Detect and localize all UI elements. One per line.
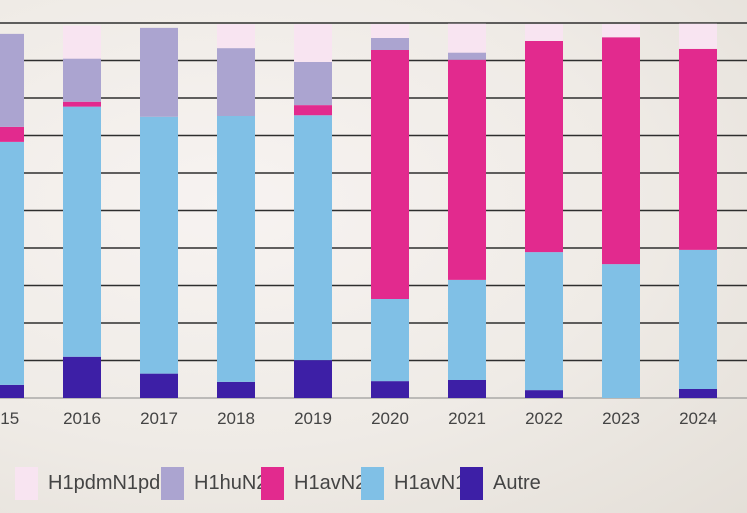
bar-segment-h1avn1-2020 <box>371 299 409 382</box>
bar-segment-h1pdmn1pdm-2019 <box>294 24 332 62</box>
bar-segment-h1avn1-2018 <box>217 116 255 382</box>
legend-item-h1avn1: H1avN1 <box>361 466 466 500</box>
bar-segment-h1avn2-2021 <box>448 59 486 280</box>
legend-swatch <box>15 466 38 500</box>
x-tick-label: 2016 <box>63 409 101 428</box>
bar-segment-h1avn2-2024 <box>679 48 717 250</box>
bar-segment-h1avn2-2022 <box>525 41 563 253</box>
bar-segment-h1avn1-2016 <box>63 106 101 357</box>
legend-label: H1huN2 <box>194 471 268 494</box>
legend-swatch <box>361 466 384 500</box>
x-tick-label: 2024 <box>679 409 717 428</box>
bar-segment-h1avn2-2016 <box>63 101 101 107</box>
x-tick-label: 2023 <box>602 409 640 428</box>
legend-swatch <box>261 466 284 500</box>
bar-segment-h1hun2-2021 <box>448 52 486 60</box>
bar-segment-h1avn1-2021 <box>448 279 486 380</box>
legend-item-h1avn2: H1avN2 <box>261 466 366 500</box>
bar-segment-autre-2019 <box>294 360 332 398</box>
bar-segment-h1avn1-2017 <box>140 116 178 374</box>
x-tick-label: 015 <box>0 409 20 428</box>
bar-segment-autre-2022 <box>525 390 563 398</box>
bar-segment-h1avn2-2023 <box>602 37 640 265</box>
bar-segment-autre-2021 <box>448 380 486 398</box>
bar-segment-h1pdmn1pdm-2022 <box>525 24 563 41</box>
x-tick-label: 2018 <box>217 409 255 428</box>
x-tick-label: 2021 <box>448 409 486 428</box>
legend-label: H1pdmN1pdm <box>48 471 177 494</box>
bar-segment-h1hun2-2015 <box>0 33 24 127</box>
legend-swatch <box>460 466 483 500</box>
bar-segment-h1avn2-2019 <box>294 105 332 116</box>
bar-segment-h1avn2-2015 <box>0 126 24 142</box>
bar-segment-h1hun2-2016 <box>63 58 101 102</box>
bar-segment-h1avn2-2020 <box>371 50 409 299</box>
bar-segment-autre-2016 <box>63 356 101 398</box>
bar-segment-autre-2015 <box>0 384 24 398</box>
bar-segment-autre-2018 <box>217 381 255 398</box>
bar-segment-autre-2017 <box>140 373 178 398</box>
bar-segment-h1avn1-2015 <box>0 141 24 385</box>
bar-segment-autre-2024 <box>679 389 717 398</box>
bar-segment-h1hun2-2020 <box>371 38 409 50</box>
bar-segment-h1avn1-2023 <box>602 264 640 398</box>
stacked-bar-chart <box>0 22 747 399</box>
bar-segment-h1avn1-2024 <box>679 249 717 389</box>
bar-segment-h1pdmn1pdm-2021 <box>448 23 486 53</box>
bar-segment-h1hun2-2019 <box>294 62 332 106</box>
x-tick-label: 2022 <box>525 409 563 428</box>
legend-item-h1hun2: H1huN2 <box>161 466 267 500</box>
x-tick-label: 2017 <box>140 409 178 428</box>
legend: H1pdmN1pdm H1huN2 H1avN2 H1avN1 Autre <box>0 466 747 500</box>
x-tick-label: 2020 <box>371 409 409 428</box>
x-tick-label: 2019 <box>294 409 332 428</box>
legend-swatch <box>161 466 184 500</box>
bar-segment-h1pdmn1pdm-2020 <box>371 24 409 38</box>
bar-segment-h1avn1-2019 <box>294 115 332 361</box>
bar-segment-h1pdmn1pdm-2024 <box>679 23 717 49</box>
legend-label: H1avN1 <box>394 471 467 494</box>
bar-segment-h1pdmn1pdm-2018 <box>217 24 255 49</box>
legend-label: H1avN2 <box>294 471 367 494</box>
bar-segment-h1avn1-2022 <box>525 252 563 391</box>
legend-item-h1pdmn1pdm: H1pdmN1pdm <box>15 466 177 500</box>
legend-label: Autre <box>493 471 541 494</box>
bar-segment-h1hun2-2018 <box>217 48 255 116</box>
bar-segment-autre-2020 <box>371 381 409 398</box>
legend-item-autre: Autre <box>460 466 541 500</box>
bar-segment-h1hun2-2017 <box>140 27 178 117</box>
bar-segment-h1pdmn1pdm-2023 <box>602 24 640 38</box>
bar-segment-h1pdmn1pdm-2016 <box>63 25 101 59</box>
